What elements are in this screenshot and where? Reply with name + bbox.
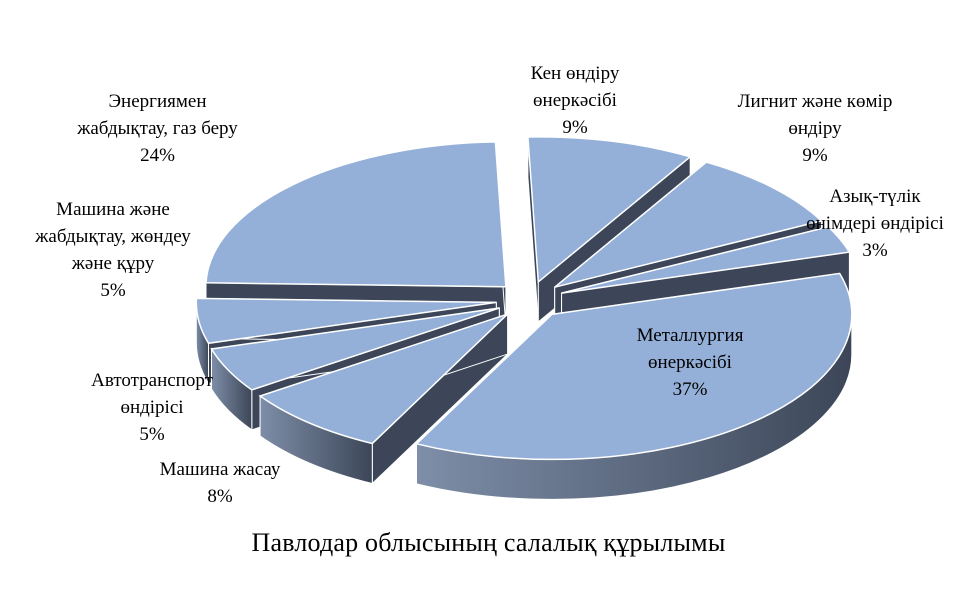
slice-value-label: 5% bbox=[100, 280, 126, 301]
slice-label-machine-equipment: Машина және жабдықтау, жөндеу және құру … bbox=[18, 196, 208, 304]
slice-label-energy-supply: Энергиямен жабдықтау, газ беру 24% bbox=[50, 88, 265, 169]
pie-slice bbox=[258, 313, 509, 445]
slice-label-line: Азық-түлік bbox=[829, 186, 921, 207]
pie-slice bbox=[414, 272, 853, 461]
slice-label-line: өнеркәсібі bbox=[648, 352, 732, 373]
slice-label-line: Энергиямен bbox=[108, 91, 207, 112]
pie-slice bbox=[527, 136, 692, 284]
slice-label-line: өнеркәсібі bbox=[533, 90, 617, 111]
slice-label-line: Металлургия bbox=[636, 325, 744, 346]
slice-value-label: 8% bbox=[207, 486, 233, 507]
slice-value-label: 9% bbox=[562, 117, 588, 138]
slice-value-label: 5% bbox=[139, 424, 165, 445]
slice-label-lignite-coal: Лигнит және көмір өндіру 9% bbox=[720, 88, 910, 169]
slice-label-line: жабдықтау, газ беру bbox=[77, 118, 238, 139]
slice-label-line: Машина жасау bbox=[159, 459, 281, 480]
slice-label-line: өнімдері өндірісі bbox=[806, 213, 944, 234]
slice-value-label: 37% bbox=[672, 379, 708, 400]
pie-slice bbox=[195, 297, 497, 345]
slice-label-metallurgy: Металлургия өнеркәсібі 37% bbox=[610, 322, 770, 403]
slice-label-line: Машина және bbox=[56, 199, 170, 220]
slice-label-auto-production: Автотранспорт өндірісі 5% bbox=[72, 367, 232, 448]
slice-value-label: 3% bbox=[862, 240, 888, 261]
slice-value-label: 9% bbox=[802, 145, 828, 166]
pie-slice bbox=[561, 225, 851, 294]
slice-label-line: Автотранспорт bbox=[91, 370, 213, 391]
slice-label-line: жабдықтау, жөндеу bbox=[35, 226, 191, 247]
chart-title: Павлодар облысының салалық құрылымы bbox=[251, 528, 726, 557]
slice-label-line: және құру bbox=[71, 253, 155, 274]
pie-slice bbox=[210, 307, 500, 391]
pie-slice bbox=[554, 161, 824, 288]
slice-label-mining: Кен өндіру өнеркәсібі 9% bbox=[510, 60, 640, 141]
slice-label-line: өндірісі bbox=[120, 397, 184, 418]
slice-label-machine-building: Машина жасау 8% bbox=[140, 456, 300, 510]
slice-label-line: Кен өндіру bbox=[530, 63, 620, 84]
slice-label-food-products: Азық-түлік өнімдері өндірісі 3% bbox=[790, 183, 960, 264]
slice-label-line: өндіру bbox=[788, 118, 842, 139]
slice-label-line: Лигнит және көмір bbox=[737, 91, 893, 112]
slice-value-label: 24% bbox=[140, 145, 175, 166]
pie-slice bbox=[205, 141, 507, 288]
